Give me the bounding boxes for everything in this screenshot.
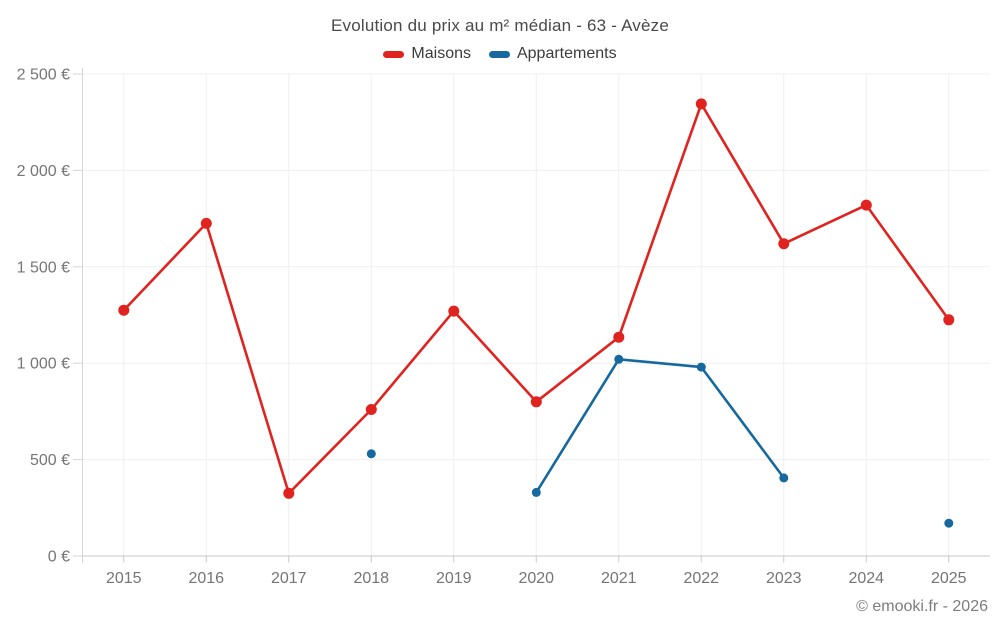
maisons-point-2025[interactable] bbox=[943, 314, 955, 326]
maisons-point-2017[interactable] bbox=[283, 487, 295, 499]
appartements-line bbox=[536, 359, 949, 523]
legend-label-appartements: Appartements bbox=[516, 45, 617, 62]
appartements-point-2021[interactable] bbox=[614, 354, 624, 364]
legend: Maisons Appartements bbox=[0, 45, 1000, 63]
legend-item-appartements[interactable]: Appartements bbox=[488, 45, 617, 63]
maisons-point-2015[interactable] bbox=[118, 304, 130, 316]
x-tick-label-2016: 2016 bbox=[188, 570, 224, 587]
y-tick-label-500: 500 € bbox=[30, 452, 70, 469]
maisons-point-2022[interactable] bbox=[695, 98, 707, 110]
copyright-credit: © emooki.fr - 2026 bbox=[856, 598, 988, 615]
maisons-point-2018[interactable] bbox=[365, 404, 377, 415]
x-tick-label-2021: 2021 bbox=[601, 570, 637, 587]
chart-title: Evolution du prix au m² médian - 63 - Av… bbox=[330, 16, 670, 35]
maisons-point-2016[interactable] bbox=[200, 217, 212, 229]
maisons-point-2023[interactable] bbox=[778, 238, 790, 250]
y-tick-label-0: 0 € bbox=[48, 549, 70, 566]
x-tick-label-2022: 2022 bbox=[683, 570, 719, 587]
legend-label-maisons: Maisons bbox=[411, 45, 471, 62]
maisons-point-2020[interactable] bbox=[530, 396, 542, 408]
appartements-point-2022[interactable] bbox=[696, 362, 706, 372]
appartements-point-2025[interactable] bbox=[944, 518, 954, 528]
maisons-swatch-icon bbox=[383, 50, 405, 58]
x-tick-label-2017: 2017 bbox=[271, 570, 307, 587]
maisons-point-2021[interactable] bbox=[613, 331, 625, 343]
maisons-point-2024[interactable] bbox=[860, 199, 872, 211]
x-tick-label-2023: 2023 bbox=[766, 570, 802, 587]
y-tick-label-1000: 1 000 € bbox=[17, 356, 70, 373]
x-tick-label-2015: 2015 bbox=[106, 570, 142, 587]
appartements-point-2023[interactable] bbox=[779, 473, 789, 483]
legend-item-maisons[interactable]: Maisons bbox=[383, 45, 471, 63]
appartements-point-2018[interactable] bbox=[366, 449, 376, 459]
x-tick-label-2019: 2019 bbox=[436, 570, 472, 587]
appartements-swatch-icon bbox=[488, 50, 510, 58]
maisons-point-2019[interactable] bbox=[448, 305, 460, 317]
appartements-point-2020[interactable] bbox=[531, 487, 541, 497]
y-tick-label-1500: 1 500 € bbox=[17, 259, 70, 276]
x-tick-label-2025: 2025 bbox=[931, 570, 967, 587]
y-tick-label-2500: 2 500 € bbox=[17, 67, 70, 84]
x-tick-label-2018: 2018 bbox=[353, 570, 389, 587]
x-tick-label-2024: 2024 bbox=[848, 570, 884, 587]
y-tick-label-2000: 2 000 € bbox=[17, 163, 70, 180]
x-tick-label-2020: 2020 bbox=[518, 570, 554, 587]
